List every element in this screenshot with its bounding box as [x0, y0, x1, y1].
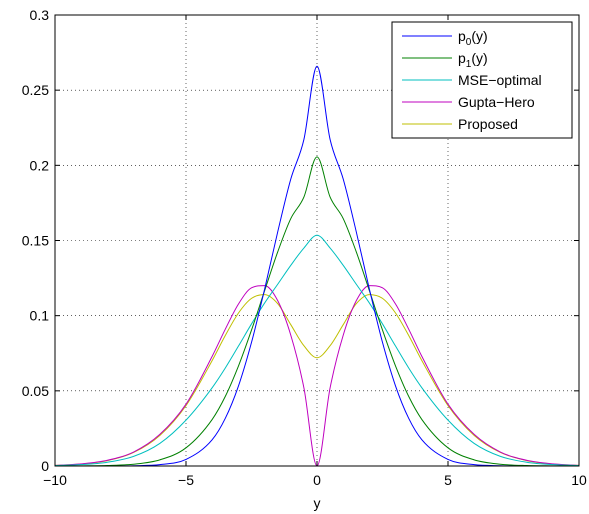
legend-label: MSE−optimal	[458, 72, 542, 88]
x-tick-label: 0	[313, 472, 321, 488]
series-line-2	[54, 234, 580, 467]
x-tick-label: −5	[178, 472, 194, 488]
x-axis-label: y	[314, 495, 321, 511]
series-line-4	[54, 294, 580, 466]
y-tick-label: 0.25	[22, 82, 49, 98]
legend-label: Gupta−Hero	[458, 94, 535, 110]
y-tick-label: 0.3	[30, 7, 50, 23]
y-tick-label: 0.1	[30, 308, 50, 324]
series-line-1	[54, 156, 580, 467]
y-tick-label: 0.15	[22, 233, 49, 249]
axis-ticks: −10 −5 0 5 10 0 0.05 0.1 0.15 0.2 0.25 0.3	[22, 7, 587, 488]
x-tick-label: −10	[43, 472, 67, 488]
y-tick-label: 0.05	[22, 383, 49, 399]
series-line-0	[55, 65, 579, 467]
y-tick-label: 0	[41, 458, 49, 474]
legend-label: Proposed	[458, 116, 518, 132]
legend-label: p1(y)	[458, 50, 488, 70]
legend: p0(y)p1(y) MSE−optimal Gupta−Hero Proposed	[391, 21, 573, 139]
y-tick-label: 0.2	[30, 157, 50, 173]
legend-label: p0(y)	[458, 28, 488, 48]
x-tick-label: 5	[444, 472, 452, 488]
x-tick-label: 10	[571, 472, 587, 488]
